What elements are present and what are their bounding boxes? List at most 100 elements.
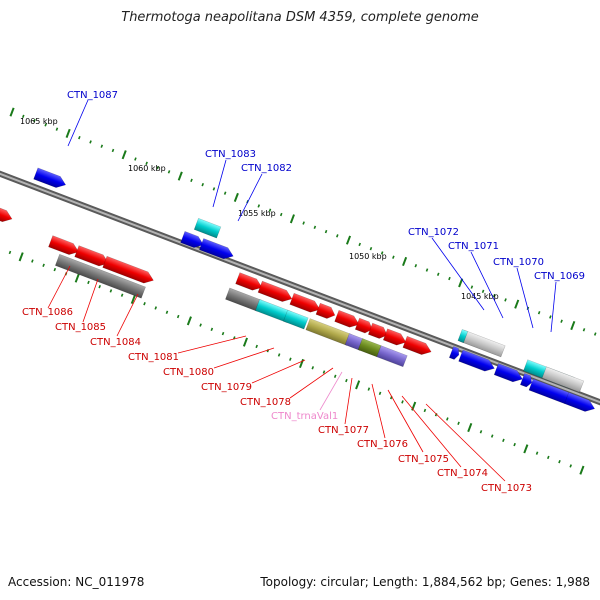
major-tick: [233, 192, 239, 202]
label-ctn-1073[interactable]: CTN_1073: [481, 483, 532, 494]
minor-tick: [210, 327, 214, 332]
minor-tick: [311, 366, 315, 370]
minor-tick: [490, 434, 494, 438]
gene-ctn-1082-shape: [199, 238, 234, 260]
leader-ctn-1080: [213, 347, 275, 369]
major-tick: [514, 299, 520, 309]
minor-tick: [558, 459, 561, 464]
label-ctn-1083[interactable]: CTN_1083: [205, 149, 256, 160]
gene-dark-olive-block-shape: [357, 338, 382, 358]
gene-ctn-1070-b-shape: [519, 373, 533, 388]
minor-tick: [201, 182, 204, 187]
label-ctn-1082[interactable]: CTN_1082: [241, 163, 292, 174]
gene-lavender-block-b-shape: [376, 345, 408, 368]
gene-ctn-1079-shape: [289, 292, 321, 313]
gene-gray-block-shape: [225, 287, 262, 312]
gene-ctn-1073-shape: [402, 335, 432, 355]
label-ctn-1071[interactable]: CTN_1071: [448, 241, 499, 252]
gene-ctn-1072-cap-shape: [457, 329, 469, 344]
label-ctn-1085[interactable]: CTN_1085: [55, 322, 106, 333]
minor-tick: [493, 293, 496, 298]
minor-tick: [257, 204, 261, 208]
map-title: Thermotoga neapolitana DSM 4359, complet…: [121, 10, 479, 25]
gene-ctn-1078-shape: [315, 302, 336, 319]
major-tick: [523, 444, 529, 454]
gene-gray-block: [225, 287, 262, 312]
leader-ctn-1071: [470, 251, 504, 319]
gene-ctn-1073: [402, 335, 432, 355]
minor-tick: [100, 144, 104, 148]
label-ctn-1084[interactable]: CTN_1084: [90, 337, 141, 348]
major-tick: [186, 316, 192, 326]
minor-tick: [470, 285, 474, 289]
gene-red-edge: [0, 196, 13, 223]
leader-ctn-1074: [401, 395, 462, 468]
gene-blue-edge-shape: [564, 392, 596, 412]
label-ctn-1079[interactable]: CTN_1079: [201, 382, 252, 393]
leader-ctn-1075: [387, 389, 424, 453]
minor-tick: [55, 127, 59, 131]
minor-tick: [502, 438, 505, 443]
minor-tick: [89, 140, 92, 144]
minor-tick: [436, 272, 440, 276]
gene-ctn-1069-tail-shape: [541, 366, 585, 393]
scale-label-1045-kbp: 1045 kbp: [461, 292, 499, 301]
major-tick: [355, 380, 361, 390]
label-ctn-trnaval1[interactable]: CTN_trnaVal1: [271, 411, 338, 422]
gene-ctn-1071-a: [448, 346, 460, 360]
gene-ctn-1080: [257, 280, 293, 302]
gene-ctn-1070-b: [519, 373, 533, 388]
minor-tick: [322, 370, 326, 374]
label-ctn-1076[interactable]: CTN_1076: [357, 439, 408, 450]
gene-ctn-1070-shape: [493, 363, 523, 383]
major-tick: [18, 252, 24, 262]
major-tick: [177, 171, 183, 181]
gene-ctn-1081: [235, 272, 263, 291]
minor-tick: [120, 293, 124, 297]
label-ctn-1086[interactable]: CTN_1086: [22, 307, 73, 318]
leader-ctn-1073: [425, 403, 506, 482]
minor-tick: [42, 263, 45, 267]
label-ctn-1070[interactable]: CTN_1070: [493, 257, 544, 268]
gene-ctn-1075: [367, 322, 388, 339]
gene-ctn-1077: [334, 309, 360, 328]
major-tick: [579, 465, 585, 475]
label-ctn-1080[interactable]: CTN_1080: [163, 367, 214, 378]
label-ctn-1078[interactable]: CTN_1078: [240, 397, 291, 408]
minor-tick: [513, 442, 516, 447]
label-ctn-1077[interactable]: CTN_1077: [318, 425, 369, 436]
minor-tick: [336, 234, 339, 238]
gene-ctn-1084: [102, 255, 154, 284]
gene-ctn-1084-shape: [102, 255, 154, 284]
gene-ctn-1074: [382, 328, 407, 346]
leader-ctn-1083: [212, 159, 227, 208]
minor-tick: [111, 148, 115, 153]
label-ctn-1081[interactable]: CTN_1081: [128, 352, 179, 363]
label-ctn-1087[interactable]: CTN_1087: [67, 90, 118, 101]
label-ctn-1069[interactable]: CTN_1069: [534, 271, 585, 282]
gene-ctn-1075-shape: [367, 322, 388, 339]
label-ctn-1075[interactable]: CTN_1075: [398, 454, 449, 465]
label-ctn-1072[interactable]: CTN_1072: [408, 227, 459, 238]
minor-tick: [423, 408, 427, 413]
minor-tick: [223, 191, 227, 195]
major-tick: [402, 256, 408, 267]
minor-tick: [345, 378, 348, 383]
gene-cyan-block-b: [283, 309, 309, 330]
minor-tick: [560, 319, 563, 323]
minor-tick: [109, 289, 113, 293]
scale-label-1055-kbp: 1055 kbp: [238, 209, 276, 218]
leader-ctn-1076: [371, 383, 386, 439]
minor-tick: [154, 306, 158, 310]
minor-tick: [448, 276, 451, 281]
minor-tick: [446, 417, 449, 421]
label-ctn-1074[interactable]: CTN_1074: [437, 468, 488, 479]
minor-tick: [481, 289, 485, 294]
minor-tick: [535, 451, 539, 455]
minor-tick: [145, 161, 148, 165]
leader-ctn-1077: [344, 377, 353, 425]
minor-tick: [279, 212, 283, 217]
leader-ctn-1078: [289, 367, 334, 399]
major-tick: [570, 320, 576, 331]
minor-tick: [156, 165, 160, 170]
